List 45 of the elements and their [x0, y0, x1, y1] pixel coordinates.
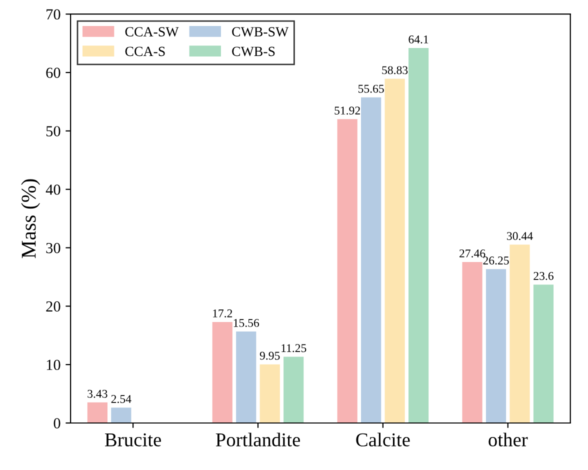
data-label: 30.44	[507, 232, 533, 240]
y-tick-label: 60	[46, 68, 60, 78]
bar	[111, 408, 132, 423]
data-label: 64.1	[408, 35, 428, 44]
y-axis-title: Mass (%)	[21, 179, 40, 258]
bar	[384, 78, 405, 423]
data-label: 55.65	[358, 84, 384, 93]
data-label: 51.92	[334, 106, 360, 115]
legend-label: CCA-SW	[125, 27, 179, 37]
x-tick-label: Portlandite	[216, 432, 300, 446]
y-tick-label: 50	[46, 126, 60, 136]
y-tick-label: 40	[46, 184, 60, 195]
x-tick-label: Calcite	[356, 432, 410, 446]
data-label: 2.54	[111, 395, 132, 404]
data-label: 9.95	[260, 352, 280, 360]
bar	[87, 402, 108, 423]
bar	[408, 48, 429, 423]
bar	[361, 97, 382, 423]
y-tick-label: 20	[46, 301, 60, 312]
legend-label: CCA-S	[125, 46, 165, 56]
bar	[212, 322, 232, 423]
bar	[462, 262, 482, 423]
data-label: 15.56	[234, 319, 260, 327]
bar	[337, 119, 358, 423]
data-label: 3.43	[88, 390, 108, 398]
data-label: 11.25	[282, 344, 306, 352]
legend-label: CWB-SW	[232, 27, 289, 37]
y-tick-label: 30	[46, 242, 60, 254]
bar	[236, 332, 256, 423]
x-tick-label: Brucite	[104, 433, 161, 446]
bar	[486, 269, 506, 423]
bar	[284, 356, 304, 423]
legend-label: CWB-S	[232, 46, 275, 56]
bar	[260, 364, 280, 423]
data-label: 58.83	[382, 66, 408, 74]
bar	[510, 244, 530, 423]
data-label: 23.6	[534, 272, 554, 280]
data-label: 27.46	[460, 249, 486, 258]
data-label: 26.25	[483, 256, 509, 265]
data-label: 17.2	[213, 309, 232, 318]
y-tick-label: 10	[46, 360, 60, 370]
y-tick-label: 0	[54, 418, 60, 428]
y-tick-label: 70	[46, 9, 60, 20]
x-tick-label: other	[488, 432, 528, 446]
bar	[533, 284, 554, 423]
